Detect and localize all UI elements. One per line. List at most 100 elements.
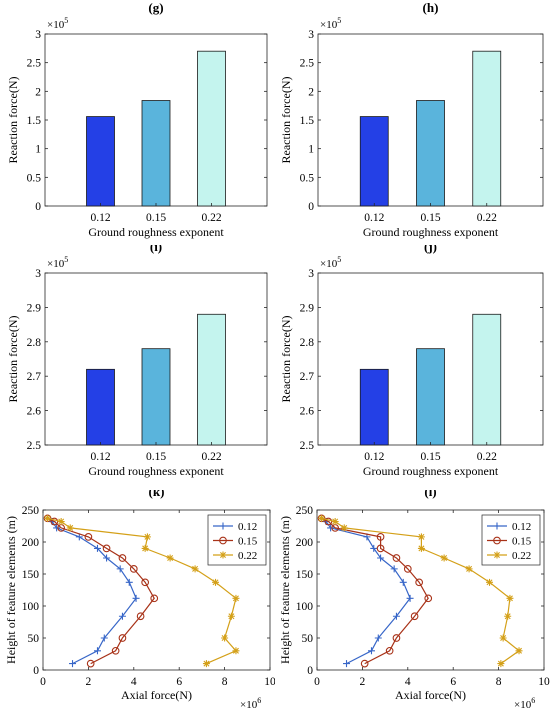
y-tick-label: 250 [296, 505, 314, 517]
chart-panel: (l) 0 50 100 150 200 250 Height of feature elem… [275, 484, 550, 711]
x-tick-label: 4 [131, 676, 137, 688]
bar-0.15 [141, 100, 171, 207]
y-exponent-label: ×105 [320, 16, 341, 31]
data-point-1 [331, 518, 339, 526]
data-point-6 [390, 565, 398, 573]
y-tick-label: 0 [308, 201, 314, 213]
data-point-9 [504, 612, 512, 620]
data-point-9 [227, 612, 235, 620]
y-tick-label: 2.8 [300, 337, 315, 349]
y-tick-label: 2 [35, 86, 41, 98]
y-tick-label: 1.5 [300, 115, 315, 127]
data-point-11 [93, 647, 101, 655]
x-tick-label: 2 [86, 676, 92, 688]
data-point-11 [367, 647, 375, 655]
data-point-1 [57, 518, 65, 526]
chart-panel: (g) 0 0.5 1 1.5 2 2.5 3 Reaction force(N) ×105 0.1… [0, 0, 275, 245]
data-point-5 [392, 554, 401, 562]
panel-label: (i) [150, 245, 162, 254]
chart-panel: (j) 2.5 2.6 2.7 2.8 2.9 3 Reaction force(N) ×105… [275, 239, 550, 490]
legend-label: 0.22 [512, 550, 531, 562]
data-point-7 [125, 578, 133, 586]
data-point-9 [410, 612, 419, 621]
panel-label: (k) [149, 490, 165, 499]
y-tick-label: 100 [22, 601, 40, 613]
data-point-7 [212, 578, 220, 586]
panel-label: (j) [424, 245, 437, 254]
data-point-12 [360, 659, 369, 668]
y-axis-label: Height of feature elements (m) [4, 516, 18, 664]
data-point-6 [191, 565, 199, 573]
y-exponent-label: ×105 [320, 255, 341, 270]
chart-svg: (j) 2.5 2.6 2.7 2.8 2.9 3 Reaction force(N) ×105… [279, 239, 544, 478]
x-tick-label: 0.15 [146, 212, 166, 224]
axes-box [42, 509, 271, 671]
y-tick-label: 0 [33, 665, 39, 677]
data-point-4 [376, 544, 385, 553]
data-point-7 [399, 578, 407, 586]
series-line [47, 517, 237, 665]
chart-panel: (k) 0 50 100 150 200 250 Height of feature elem… [0, 484, 276, 711]
y-exponent-label: ×105 [47, 255, 68, 270]
y-exponent-label: ×105 [47, 16, 68, 31]
data-point-9 [118, 612, 126, 620]
legend-label: 0.22 [238, 550, 257, 562]
data-point-legend-1 [493, 536, 501, 545]
y-tick-label: 0 [35, 201, 41, 213]
legend-label: 0.15 [512, 536, 532, 548]
data-point-3 [376, 533, 385, 541]
data-point-legend-0 [493, 522, 501, 530]
data-point-legend-1 [219, 536, 227, 545]
data-point-0 [44, 514, 52, 522]
y-tick-label: 2.7 [300, 371, 315, 383]
x-axis-label: Axial force(N) [395, 688, 466, 702]
chart-panel: (h) 0 0.5 1 1.5 2 2.5 3 Reaction force(N) ×105 0.1… [275, 0, 550, 245]
series-0.12 [318, 514, 414, 668]
y-tick-label: 1 [308, 144, 314, 156]
legend: 0.12 0.15 0.22 [207, 514, 267, 566]
y-tick-label: 50 [302, 633, 314, 645]
data-point-6 [465, 565, 473, 573]
x-tick-label: 0.22 [477, 451, 497, 463]
y-axis-label: Height of feature elements (m) [278, 516, 292, 664]
y-tick-label: 0.5 [300, 172, 315, 184]
panel-label: (h) [423, 0, 439, 15]
y-tick-label: 0 [307, 665, 313, 677]
y-axis-label: Reaction force(N) [279, 316, 293, 403]
y-tick-label: 1.5 [27, 115, 42, 127]
y-tick-label: 2.8 [27, 337, 42, 349]
data-point-6 [116, 565, 124, 573]
x-tick-label: 0.22 [477, 212, 497, 224]
x-axis-label: Ground roughness exponent [88, 225, 224, 239]
x-axis-label: Axial force(N) [121, 688, 192, 702]
y-tick-label: 2.9 [300, 302, 315, 314]
data-point-6 [403, 565, 412, 573]
y-tick-label: 2.5 [27, 440, 42, 452]
y-tick-label: 3 [35, 29, 41, 41]
y-tick-label: 3 [308, 29, 314, 41]
y-tick-label: 2.9 [27, 302, 42, 314]
data-point-5 [118, 554, 127, 562]
data-point-5 [166, 554, 174, 562]
x-axis-label: Ground roughness exponent [363, 225, 499, 239]
x-exponent-label: ×106 [240, 696, 261, 710]
data-point-2 [53, 524, 61, 532]
panel-label: (g) [148, 0, 163, 15]
data-point-0 [318, 514, 326, 522]
data-point-4 [141, 544, 149, 552]
series-0.22 [44, 514, 240, 668]
x-tick-label: 10 [264, 676, 275, 688]
data-point-8 [132, 594, 140, 602]
y-axis-label: Reaction force(N) [6, 316, 20, 403]
data-point-12 [69, 660, 77, 668]
data-point-12 [86, 659, 95, 668]
x-tick-label: 0.12 [364, 212, 384, 224]
data-point-7 [415, 578, 423, 587]
y-tick-label: 150 [296, 569, 314, 581]
y-tick-label: 3 [308, 268, 314, 280]
axes-box [316, 509, 545, 671]
data-point-5 [377, 554, 385, 562]
x-tick-label: 0.12 [90, 212, 110, 224]
data-point-8 [150, 594, 159, 603]
x-tick-label: 6 [450, 676, 456, 688]
